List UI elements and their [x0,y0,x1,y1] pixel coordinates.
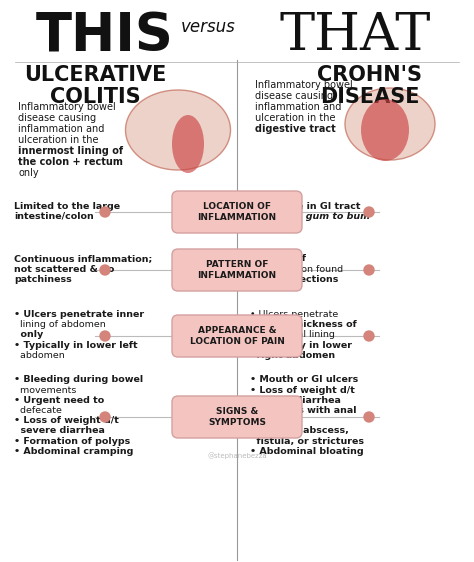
Circle shape [364,412,374,422]
Text: • Abdominal bloating: • Abdominal bloating [250,447,364,456]
Text: not scattered & no: not scattered & no [14,265,114,274]
Text: Inflammatory bowel: Inflammatory bowel [255,80,353,90]
Text: SIGNS &
SYMPTOMS: SIGNS & SYMPTOMS [208,407,266,427]
Text: right abdomen: right abdomen [250,351,335,360]
Text: lining of abdomen: lining of abdomen [14,320,106,329]
Text: Inflammatory bowel: Inflammatory bowel [18,102,116,112]
Text: • Bleeding during bowel: • Bleeding during bowel [14,375,143,384]
Text: aka "from gum to bum": aka "from gum to bum" [250,212,375,221]
Text: • Formation of polyps: • Formation of polyps [14,437,130,446]
Text: THIS: THIS [36,10,174,62]
Text: intestine/colon: intestine/colon [14,212,94,221]
Text: disease causing: disease causing [18,113,96,123]
Circle shape [364,331,374,341]
Text: severe diarrhea: severe diarrhea [250,396,341,405]
Text: • Mouth or GI ulcers: • Mouth or GI ulcers [250,375,358,384]
Text: Anywhere in GI tract: Anywhere in GI tract [250,202,361,211]
Text: abdominal lining: abdominal lining [250,330,335,339]
Text: innermost lining of: innermost lining of [18,146,123,156]
Text: abdomen: abdomen [14,351,65,360]
Text: bleeding: bleeding [250,416,297,425]
Text: LOCATION OF
INFLAMMATION: LOCATION OF INFLAMMATION [198,202,276,222]
Ellipse shape [172,115,204,173]
Circle shape [100,207,110,217]
Text: ulceration in the: ulceration in the [255,113,336,123]
Ellipse shape [361,99,409,161]
Circle shape [364,207,374,217]
Text: • Typically in lower: • Typically in lower [250,341,352,350]
Text: Continuous inflammation;: Continuous inflammation; [14,255,152,264]
Text: APPEARANCE &
LOCATION OF PAIN: APPEARANCE & LOCATION OF PAIN [190,326,284,346]
Text: patchiness: patchiness [14,275,72,284]
Text: inflammation and: inflammation and [255,102,341,112]
Text: • Typically in lower left: • Typically in lower left [14,341,137,350]
Circle shape [364,265,374,275]
Text: • Abdominal cramping: • Abdominal cramping [14,447,133,456]
Text: disease causing: disease causing [255,91,333,101]
Text: ULCERATIVE
COLITIS: ULCERATIVE COLITIS [24,65,166,107]
Text: • Loss of weight d/t: • Loss of weight d/t [250,386,355,395]
FancyBboxPatch shape [172,315,302,357]
FancyBboxPatch shape [172,396,302,438]
Text: Limited to the large: Limited to the large [14,202,120,211]
Text: entire thickness of: entire thickness of [250,320,357,329]
Text: digestive tract: digestive tract [255,124,336,134]
Text: ulceration in the: ulceration in the [18,135,99,145]
Text: @stephanebezza: @stephanebezza [207,452,267,459]
Text: • Ulcers penetrate inner: • Ulcers penetrate inner [14,310,144,319]
Text: inflammation and: inflammation and [18,124,104,134]
Text: CROHN'S
DISEASE: CROHN'S DISEASE [318,65,422,107]
Text: versus: versus [181,18,236,36]
Text: movements: movements [14,386,76,395]
Text: inflammation found: inflammation found [250,265,343,274]
Text: severe diarrhea: severe diarrhea [14,427,105,436]
Text: • Ulcers penetrate: • Ulcers penetrate [250,310,338,319]
Circle shape [100,412,110,422]
Text: • May for abscess,: • May for abscess, [250,427,349,436]
Text: • Loss of weight d/t: • Loss of weight d/t [14,416,119,425]
Text: only: only [14,330,43,339]
Text: fistula, or strictures: fistula, or strictures [250,437,364,446]
Text: in large sections: in large sections [250,275,338,284]
Circle shape [100,331,110,341]
Text: only: only [18,168,38,178]
Text: • Fissures with anal: • Fissures with anal [250,406,356,415]
Text: PATTERN OF
INFLAMMATION: PATTERN OF INFLAMMATION [198,260,276,280]
Ellipse shape [126,90,230,170]
FancyBboxPatch shape [172,249,302,291]
Ellipse shape [345,88,435,160]
Text: THAT: THAT [279,10,431,61]
Text: defecate: defecate [14,406,62,415]
FancyBboxPatch shape [172,191,302,233]
Circle shape [100,265,110,275]
Text: Patches of: Patches of [250,255,306,264]
Text: • Urgent need to: • Urgent need to [14,396,104,405]
Text: the colon + rectum: the colon + rectum [18,157,123,167]
